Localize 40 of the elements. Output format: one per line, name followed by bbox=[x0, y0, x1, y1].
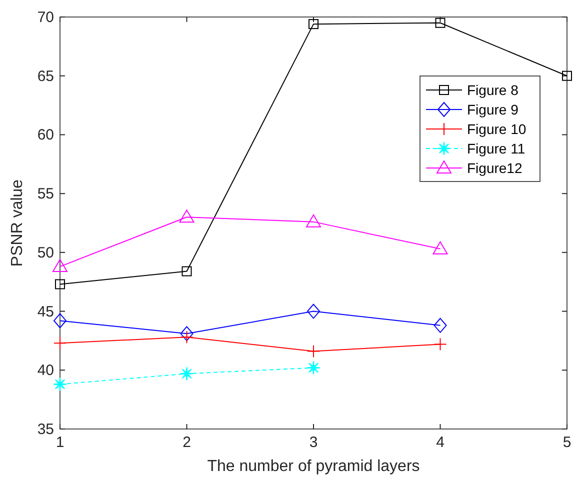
y-axis-title: PSNR value bbox=[9, 179, 26, 267]
point bbox=[182, 266, 192, 276]
legend-label: Figure 10 bbox=[467, 121, 526, 137]
y-tick-label: 70 bbox=[37, 9, 54, 26]
point bbox=[53, 377, 67, 392]
point bbox=[54, 336, 66, 350]
point bbox=[434, 338, 447, 351]
point bbox=[55, 279, 65, 290]
y-tick-label: 50 bbox=[37, 244, 54, 262]
y-tick-label: 60 bbox=[37, 126, 54, 144]
point bbox=[179, 210, 194, 223]
legend-label: Figure 8 bbox=[467, 82, 519, 98]
y-tick-label: 45 bbox=[37, 303, 54, 320]
point bbox=[307, 304, 320, 319]
x-tick-label: 1 bbox=[56, 434, 64, 451]
point bbox=[307, 344, 320, 358]
x-axis-title: The number of pyramid layers bbox=[207, 458, 420, 475]
y-tick-label: 35 bbox=[37, 421, 54, 438]
point bbox=[435, 18, 446, 28]
point bbox=[308, 19, 318, 30]
point bbox=[306, 214, 321, 228]
point bbox=[180, 366, 194, 381]
point bbox=[52, 259, 68, 272]
point bbox=[432, 241, 448, 254]
x-tick-label: 4 bbox=[436, 434, 444, 451]
point bbox=[306, 360, 320, 375]
y-tick-label: 65 bbox=[37, 68, 54, 85]
point bbox=[434, 318, 447, 333]
point bbox=[54, 313, 66, 328]
legend-label: Figure12 bbox=[467, 160, 522, 176]
y-tick-label: 40 bbox=[37, 362, 54, 380]
legend-label: Figure 11 bbox=[467, 140, 526, 156]
y-tick-label: 55 bbox=[37, 186, 54, 203]
point bbox=[180, 326, 194, 342]
legend-label: Figure 9 bbox=[467, 102, 519, 118]
point bbox=[180, 330, 194, 344]
point bbox=[562, 70, 572, 81]
x-tick-label: 3 bbox=[309, 434, 318, 451]
x-tick-label: 5 bbox=[562, 434, 572, 451]
x-tick-label: 2 bbox=[182, 434, 191, 451]
